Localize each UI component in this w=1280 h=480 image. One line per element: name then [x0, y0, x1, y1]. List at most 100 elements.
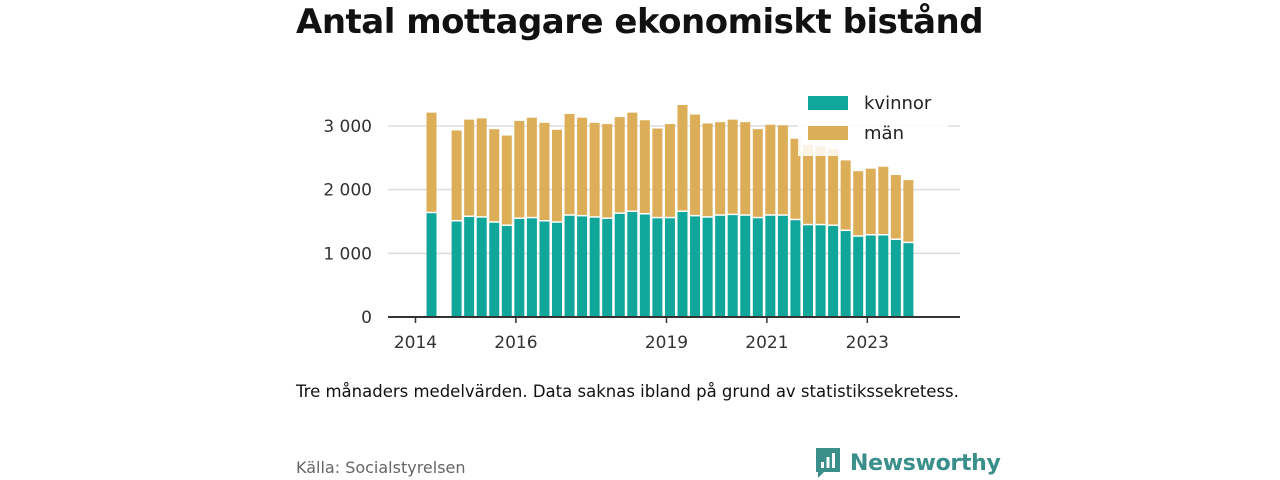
bar-man — [552, 129, 562, 222]
bar-man — [526, 117, 537, 217]
bar-man — [853, 171, 864, 236]
bar-man — [589, 122, 600, 217]
bar-man — [426, 112, 437, 212]
y-tick-label: 1 000 — [323, 244, 372, 264]
y-tick-label: 2 000 — [323, 181, 372, 201]
x-tick-label: 2023 — [846, 333, 889, 353]
bar-kvinnor — [865, 235, 876, 317]
bar-kvinnor — [501, 225, 512, 317]
bar-kvinnor — [589, 217, 600, 317]
bar-man — [677, 104, 688, 211]
bar-man — [702, 123, 713, 217]
bar-man — [577, 117, 588, 215]
bar-man — [890, 175, 901, 239]
bar-kvinnor — [828, 225, 839, 317]
bar-kvinnor — [777, 215, 788, 317]
bar-kvinnor — [426, 213, 437, 317]
bar-kvinnor — [890, 239, 901, 317]
bar-man — [765, 124, 776, 215]
bar-man — [803, 145, 813, 224]
bar-man — [602, 124, 613, 218]
bar-kvinnor — [903, 243, 914, 317]
bar-kvinnor — [878, 235, 889, 317]
bar-man — [727, 119, 738, 214]
bar-kvinnor — [664, 218, 675, 317]
bar-kvinnor — [627, 211, 638, 317]
y-tick-label: 0 — [361, 308, 372, 328]
bar-kvinnor — [552, 222, 562, 317]
bar-man — [614, 117, 625, 213]
bar-kvinnor — [489, 222, 500, 317]
bar-kvinnor — [614, 213, 625, 317]
bar-man — [777, 125, 788, 215]
bar-kvinnor — [652, 218, 663, 317]
bar-man — [664, 124, 675, 217]
x-tick-label: 2021 — [745, 333, 788, 353]
bar-man — [501, 135, 512, 225]
bar-kvinnor — [740, 215, 751, 317]
legend-label: män — [864, 123, 904, 144]
x-axis-ticks: 2014 2016 2019 2021 2023 — [388, 316, 960, 353]
bar-man — [840, 160, 851, 230]
bar-man — [690, 114, 701, 215]
bar-kvinnor — [790, 220, 801, 317]
legend: kvinnor män — [798, 88, 948, 156]
bars — [426, 104, 914, 317]
bar-kvinnor — [514, 218, 525, 317]
bar-kvinnor — [840, 231, 851, 317]
bar-kvinnor — [803, 225, 813, 317]
bar-kvinnor — [451, 221, 462, 317]
bar-kvinnor — [702, 217, 713, 317]
y-tick-label: 3 000 — [323, 117, 372, 137]
bar-man — [489, 129, 500, 222]
brand-name: Newsworthy — [850, 450, 1001, 476]
x-tick-label: 2014 — [394, 333, 437, 353]
chart-note: Tre månaders medelvärden. Data saknas ib… — [296, 382, 959, 401]
bar-kvinnor — [564, 215, 575, 317]
bar-kvinnor — [526, 218, 537, 317]
bar-man — [828, 148, 839, 225]
bar-man — [476, 118, 487, 217]
bar-kvinnor — [476, 217, 487, 317]
bar-kvinnor — [464, 217, 475, 317]
bar-kvinnor — [815, 225, 826, 317]
bar-kvinnor — [690, 216, 701, 317]
bar-man — [878, 166, 889, 235]
bar-kvinnor — [677, 211, 688, 317]
source-text: Källa: Socialstyrelsen — [296, 458, 466, 477]
bar-kvinnor — [765, 215, 776, 317]
bar-man — [464, 119, 475, 216]
bar-man — [815, 146, 826, 224]
legend-swatch — [808, 126, 848, 140]
bar-kvinnor — [727, 215, 738, 317]
x-tick-label: 2016 — [494, 333, 537, 353]
bar-man — [451, 130, 462, 220]
bar-man — [752, 129, 763, 217]
bar-kvinnor — [639, 214, 650, 317]
bar-man — [539, 122, 550, 220]
bar-kvinnor — [853, 236, 864, 317]
bar-man — [715, 122, 726, 215]
bar-man — [790, 138, 801, 219]
bar-man — [564, 113, 575, 215]
bar-kvinnor — [715, 215, 726, 317]
chart-title: Antal mottagare ekonomiskt bistånd — [296, 2, 984, 42]
bar-man — [865, 168, 876, 235]
x-tick-label: 2019 — [645, 333, 688, 353]
legend-swatch — [808, 96, 848, 110]
bar-man — [903, 180, 914, 242]
bar-man — [652, 128, 663, 217]
brand[interactable]: Newsworthy — [814, 446, 1001, 480]
bar-man — [740, 122, 751, 215]
bar-man — [514, 120, 525, 218]
y-axis-ticks: 0 1 000 2 000 3 000 — [323, 117, 372, 328]
bar-man — [639, 120, 650, 213]
newsworthy-logo-icon — [816, 448, 840, 478]
bar-man — [627, 112, 638, 211]
bar-kvinnor — [539, 221, 550, 317]
bar-kvinnor — [752, 218, 763, 317]
legend-label: kvinnor — [864, 93, 932, 114]
bar-kvinnor — [602, 218, 613, 317]
bar-kvinnor — [577, 216, 588, 317]
